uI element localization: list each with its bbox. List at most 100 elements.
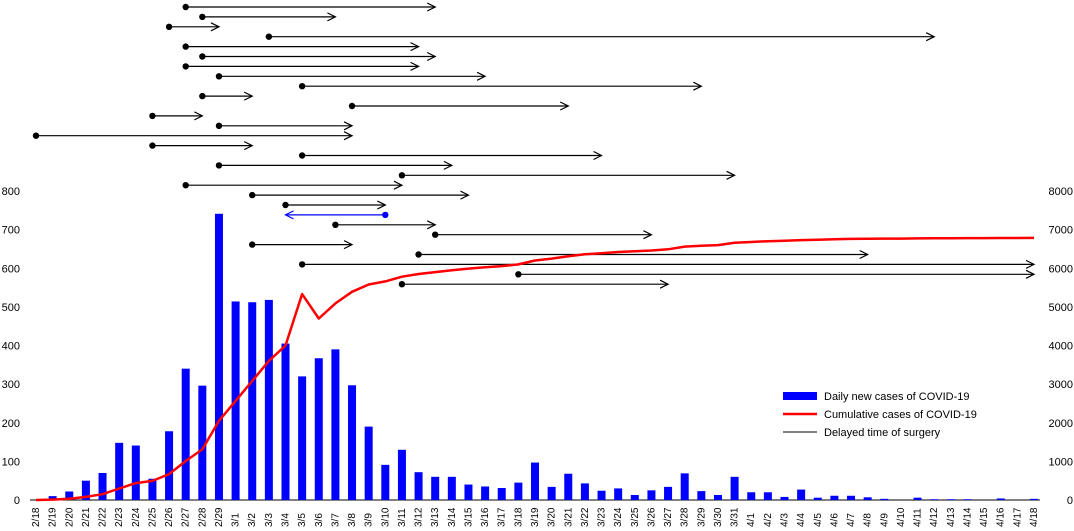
delay-interval-arrowhead — [410, 61, 420, 71]
daily-bar — [348, 385, 357, 500]
x-tick-label: 2/27 — [181, 507, 192, 527]
delay-interval-arrowhead — [643, 230, 653, 240]
x-tick-label: 3/16 — [480, 507, 491, 527]
delay-interval — [398, 279, 670, 289]
delay-interval-start-dot — [165, 23, 173, 30]
x-tick-label: 4/18 — [1029, 507, 1040, 527]
x-tick-label: 3/11 — [397, 508, 408, 527]
delay-interval-start-dot — [182, 43, 189, 50]
daily-bar — [847, 495, 856, 500]
daily-bar — [664, 486, 673, 500]
daily-bar — [131, 445, 140, 500]
legend: Daily new cases of COVID-19 Cumulative ca… — [783, 391, 977, 439]
daily-bar — [913, 497, 922, 500]
legend-label-cumulative: Cumulative cases of COVID-19 — [824, 409, 977, 421]
delay-interval — [284, 210, 389, 220]
delay-interval-arrowhead — [476, 71, 487, 81]
daily-bar — [813, 497, 822, 500]
x-tick-label: 3/6 — [314, 513, 325, 527]
delay-interval-arrowhead — [593, 150, 603, 161]
x-tick-label: 4/15 — [979, 507, 990, 527]
x-tick-label: 2/29 — [214, 507, 225, 527]
daily-bar — [713, 494, 722, 500]
y-left-tick-label: 600 — [2, 263, 20, 275]
y-left-tick-label: 100 — [2, 456, 20, 468]
delay-interval — [199, 12, 337, 22]
delay-interval-start-dot — [215, 162, 223, 169]
daily-bar — [946, 499, 955, 500]
delay-interval-start-dot — [149, 112, 156, 120]
daily-bar — [963, 499, 972, 500]
cumulative-line — [35, 236, 1035, 502]
daily-bar — [514, 482, 523, 500]
delay-interval-arrowhead — [443, 160, 454, 170]
daily-bar — [747, 492, 756, 500]
x-tick-label: 3/26 — [646, 507, 657, 527]
delay-interval — [215, 160, 454, 170]
delay-interval-start-dot — [398, 281, 406, 288]
x-tick-label: 3/18 — [513, 507, 524, 527]
delay-interval — [432, 230, 653, 240]
legend-label-daily: Daily new cases of COVID-19 — [824, 391, 970, 403]
delay-interval — [199, 91, 254, 101]
delay-interval-start-dot — [282, 201, 289, 209]
x-tick-label: 2/21 — [81, 507, 92, 527]
daily-bar — [930, 499, 939, 500]
x-tick-label: 4/2 — [763, 513, 774, 527]
daily-bar — [81, 480, 90, 500]
delay-interval-start-dot — [348, 102, 356, 110]
daily-bar — [298, 376, 307, 500]
daily-bar — [397, 449, 406, 500]
x-tick-label: 3/7 — [330, 513, 341, 527]
x-tick-label: 3/12 — [414, 507, 425, 527]
y-left-tick-label: 700 — [2, 225, 20, 237]
x-tick-label: 4/9 — [879, 513, 890, 527]
x-tick-label: 3/3 — [264, 513, 275, 527]
daily-bar — [547, 486, 556, 500]
daily-bar — [564, 473, 573, 500]
x-tick-label: 4/12 — [929, 507, 940, 527]
y-right-tick-label: 4000 — [1049, 341, 1073, 353]
x-tick-label: 4/10 — [896, 507, 907, 527]
daily-bar — [331, 349, 340, 500]
x-tick-label: 3/19 — [530, 507, 541, 527]
y-right-tick-label: 3000 — [1049, 379, 1073, 391]
x-tick-label: 4/6 — [829, 513, 840, 527]
delay-interval-arrowhead — [393, 180, 404, 190]
delay-interval-start-dot — [332, 221, 339, 228]
daily-bar — [148, 478, 157, 500]
x-tick-label: 3/22 — [580, 507, 591, 527]
x-tick-label: 3/13 — [430, 507, 441, 527]
delay-interval-arrowhead — [410, 42, 420, 52]
y-left-tick-label: 0 — [14, 495, 20, 507]
delay-interval-arrowhead — [210, 22, 221, 32]
delay-interval-arrowhead — [426, 2, 437, 12]
daily-bar — [414, 472, 423, 500]
daily-bar — [464, 484, 473, 500]
x-tick-label: 2/28 — [197, 507, 208, 527]
x-tick-label: 4/1 — [746, 513, 757, 527]
delay-interval — [348, 101, 570, 111]
delay-interval — [32, 131, 354, 141]
delay-interval — [398, 170, 736, 180]
daily-bar — [630, 494, 639, 500]
delay-interval-start-dot — [432, 231, 439, 238]
daily-bar — [281, 343, 290, 500]
delay-interval-arrowhead — [693, 81, 703, 91]
delay-interval-start-dot — [199, 13, 206, 21]
delay-interval-start-dot — [515, 271, 522, 278]
daily-bar — [797, 489, 806, 500]
delay-interval-arrowhead — [194, 111, 204, 121]
delay-interval-start-dot — [298, 152, 306, 159]
x-tick-label: 4/14 — [962, 507, 973, 527]
delay-interval-arrowhead — [559, 101, 570, 111]
x-tick-label: 3/29 — [696, 507, 707, 527]
delay-interval-start-dot — [415, 251, 422, 258]
x-tick-label: 2/22 — [98, 507, 109, 527]
delay-interval-start-dot — [249, 241, 256, 248]
daily-bar — [98, 472, 107, 500]
delay-interval — [215, 71, 487, 81]
delay-interval — [415, 249, 870, 260]
daily-bar — [1030, 498, 1038, 500]
x-tick-label: 4/17 — [1012, 507, 1023, 527]
